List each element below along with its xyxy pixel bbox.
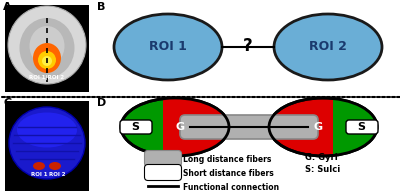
Text: S: S (131, 122, 139, 132)
Ellipse shape (20, 18, 74, 78)
Ellipse shape (9, 107, 85, 179)
Ellipse shape (121, 98, 229, 156)
FancyBboxPatch shape (144, 165, 182, 180)
Text: Short distance fibers: Short distance fibers (183, 169, 274, 178)
Text: G: G (176, 122, 184, 132)
Ellipse shape (33, 43, 61, 73)
Ellipse shape (269, 98, 377, 156)
Bar (5, 101, 89, 191)
Text: ?: ? (243, 37, 253, 55)
Ellipse shape (121, 98, 229, 156)
Ellipse shape (30, 26, 64, 66)
FancyBboxPatch shape (180, 115, 318, 139)
Text: D: D (97, 98, 106, 108)
Ellipse shape (274, 14, 382, 80)
Text: Functional connection: Functional connection (183, 183, 279, 191)
FancyBboxPatch shape (144, 151, 182, 166)
Text: Long distance fibers: Long distance fibers (183, 154, 271, 164)
Text: S: Sulci: S: Sulci (305, 165, 340, 174)
Bar (5, 5, 89, 92)
Text: ROI 1: ROI 1 (149, 41, 187, 54)
Text: B: B (97, 2, 105, 12)
Text: ROI 1|ROI 2: ROI 1|ROI 2 (30, 74, 64, 80)
Ellipse shape (49, 162, 61, 170)
Ellipse shape (269, 98, 377, 156)
Text: G: G (314, 122, 322, 132)
Text: ROI 1: ROI 1 (31, 172, 47, 178)
Ellipse shape (42, 56, 52, 66)
Ellipse shape (17, 113, 77, 147)
Ellipse shape (38, 51, 56, 69)
Text: ROI 2: ROI 2 (309, 41, 347, 54)
FancyBboxPatch shape (346, 120, 378, 134)
Ellipse shape (8, 6, 86, 84)
Text: ROI 2: ROI 2 (49, 172, 65, 178)
Ellipse shape (114, 14, 222, 80)
Text: G: Gyri: G: Gyri (305, 153, 338, 162)
Ellipse shape (33, 162, 45, 170)
FancyBboxPatch shape (120, 120, 152, 134)
Text: A: A (3, 2, 12, 12)
Text: S: S (357, 122, 365, 132)
Text: C: C (3, 98, 11, 108)
